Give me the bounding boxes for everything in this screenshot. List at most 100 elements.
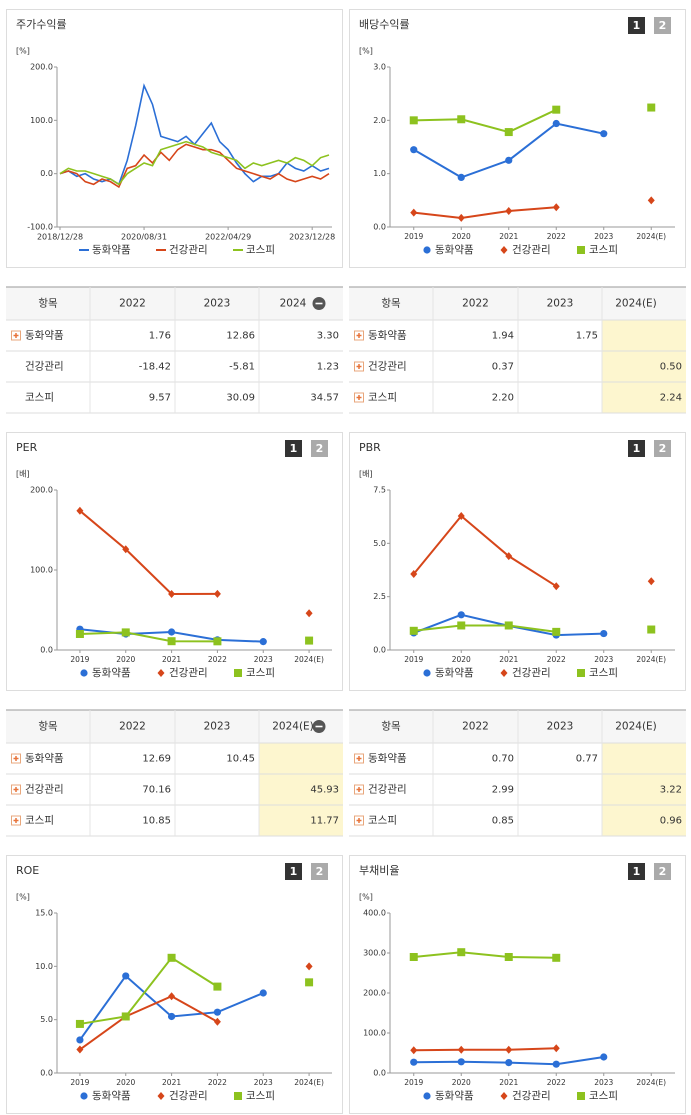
column-header: 항목 — [381, 298, 401, 310]
y-tick-label: 5.0 — [373, 539, 386, 548]
expand-plus[interactable] — [356, 818, 362, 823]
panel — [349, 9, 686, 268]
cell-value: 2.99 — [492, 785, 514, 796]
marker — [409, 626, 418, 635]
legend-label: 동화약품 — [435, 244, 474, 256]
marker — [504, 128, 513, 137]
row-name: 코스피 — [368, 392, 397, 404]
series-line — [59, 140, 330, 186]
page-button-label[interactable]: 2 — [316, 442, 324, 455]
y-tick-label: 10.0 — [35, 962, 53, 971]
marker — [505, 156, 513, 164]
y-tick-label: 0.0 — [373, 1069, 386, 1078]
cell-value: 2.24 — [660, 393, 682, 404]
page-button[interactable] — [654, 863, 671, 880]
series-line — [79, 510, 218, 596]
page-button[interactable] — [311, 863, 328, 880]
x-tick-label: 2024(E) — [294, 655, 324, 664]
page-button-label[interactable]: 1 — [633, 865, 641, 878]
series-line — [413, 108, 557, 134]
legend-label: 동화약품 — [435, 1090, 474, 1102]
page-button[interactable] — [628, 863, 645, 880]
marker — [505, 1045, 513, 1054]
expand-plus[interactable] — [356, 395, 362, 400]
marker — [167, 1012, 176, 1021]
marker — [76, 1045, 84, 1054]
panel — [349, 855, 686, 1114]
panel — [6, 855, 343, 1114]
page-button[interactable] — [285, 440, 302, 457]
x-tick-label: 2023 — [594, 1078, 613, 1087]
expand-plus[interactable] — [13, 333, 19, 338]
x-tick-label: 2022 — [208, 1078, 227, 1087]
marker — [157, 1092, 165, 1100]
column-header: 2023 — [204, 298, 231, 310]
expand-plus[interactable] — [356, 756, 362, 761]
y-tick-label: 400.0 — [363, 909, 386, 918]
highlight-column — [602, 743, 686, 836]
unit-label: [%] — [16, 893, 30, 902]
y-tick-label: -100.0 — [27, 223, 53, 232]
series-line — [79, 956, 218, 1025]
expand-plus[interactable] — [356, 787, 362, 792]
expand-plus[interactable] — [356, 333, 362, 338]
expand-plus[interactable] — [356, 364, 362, 369]
expand-plus[interactable] — [13, 787, 19, 792]
column-header: 2023 — [547, 721, 574, 733]
expand-plus[interactable] — [13, 756, 19, 761]
page-button-label[interactable]: 2 — [659, 865, 667, 878]
page-button[interactable] — [311, 440, 328, 457]
highlight-column — [602, 320, 686, 413]
marker — [500, 1092, 508, 1100]
column-header: 2022 — [119, 298, 146, 310]
page-button-label[interactable]: 2 — [659, 19, 667, 32]
y-tick-label: 1.0 — [373, 169, 386, 178]
marker — [75, 630, 84, 638]
legend-label: 코스피 — [589, 1090, 618, 1102]
x-tick-label: 2019 — [404, 232, 423, 241]
column-header: 2024(E) — [615, 721, 657, 733]
x-tick-label: 2021 — [499, 1078, 518, 1087]
column-header: 2024(E) — [615, 298, 657, 310]
y-tick-label: 7.5 — [373, 486, 386, 495]
page-button-label[interactable]: 2 — [316, 865, 324, 878]
x-tick-label: 2020 — [116, 1078, 135, 1087]
x-tick-label: 2023/12/28 — [289, 233, 335, 242]
marker — [410, 208, 418, 217]
page-button-label[interactable]: 1 — [633, 19, 641, 32]
x-tick-label: 2020 — [116, 655, 135, 664]
page-button[interactable] — [654, 440, 671, 457]
marker — [423, 669, 431, 677]
x-tick-label: 2022 — [547, 655, 566, 664]
cell-value: 0.70 — [492, 754, 514, 765]
cell-value: 1.75 — [576, 331, 598, 342]
marker — [409, 116, 418, 125]
y-tick-label: 0.0 — [40, 646, 53, 655]
page-button[interactable] — [285, 863, 302, 880]
page-button[interactable] — [654, 17, 671, 34]
marker — [234, 1092, 242, 1100]
column-header: 2023 — [204, 721, 231, 733]
series-line — [413, 951, 557, 959]
row-name: 동화약품 — [368, 330, 407, 342]
page-button-label[interactable]: 1 — [290, 442, 298, 455]
marker — [552, 582, 560, 591]
series-line — [412, 514, 557, 588]
page-button-label[interactable]: 2 — [659, 442, 667, 455]
y-tick-label: 0.0 — [373, 223, 386, 232]
y-tick-label: 200.0 — [30, 63, 53, 72]
marker — [305, 962, 313, 971]
y-tick-label: 200.0 — [363, 989, 386, 998]
expand-plus[interactable] — [13, 818, 19, 823]
page-button-label[interactable]: 1 — [633, 442, 641, 455]
page-button[interactable] — [628, 440, 645, 457]
column-header: 항목 — [38, 298, 58, 310]
cell-value: -18.42 — [139, 362, 171, 373]
x-tick-label: 2023 — [254, 1078, 273, 1087]
row-name: 건강관리 — [368, 784, 407, 796]
x-tick-label: 2023 — [594, 232, 613, 241]
x-tick-label: 2019 — [70, 655, 89, 664]
marker — [500, 246, 508, 254]
page-button[interactable] — [628, 17, 645, 34]
page-button-label[interactable]: 1 — [290, 865, 298, 878]
